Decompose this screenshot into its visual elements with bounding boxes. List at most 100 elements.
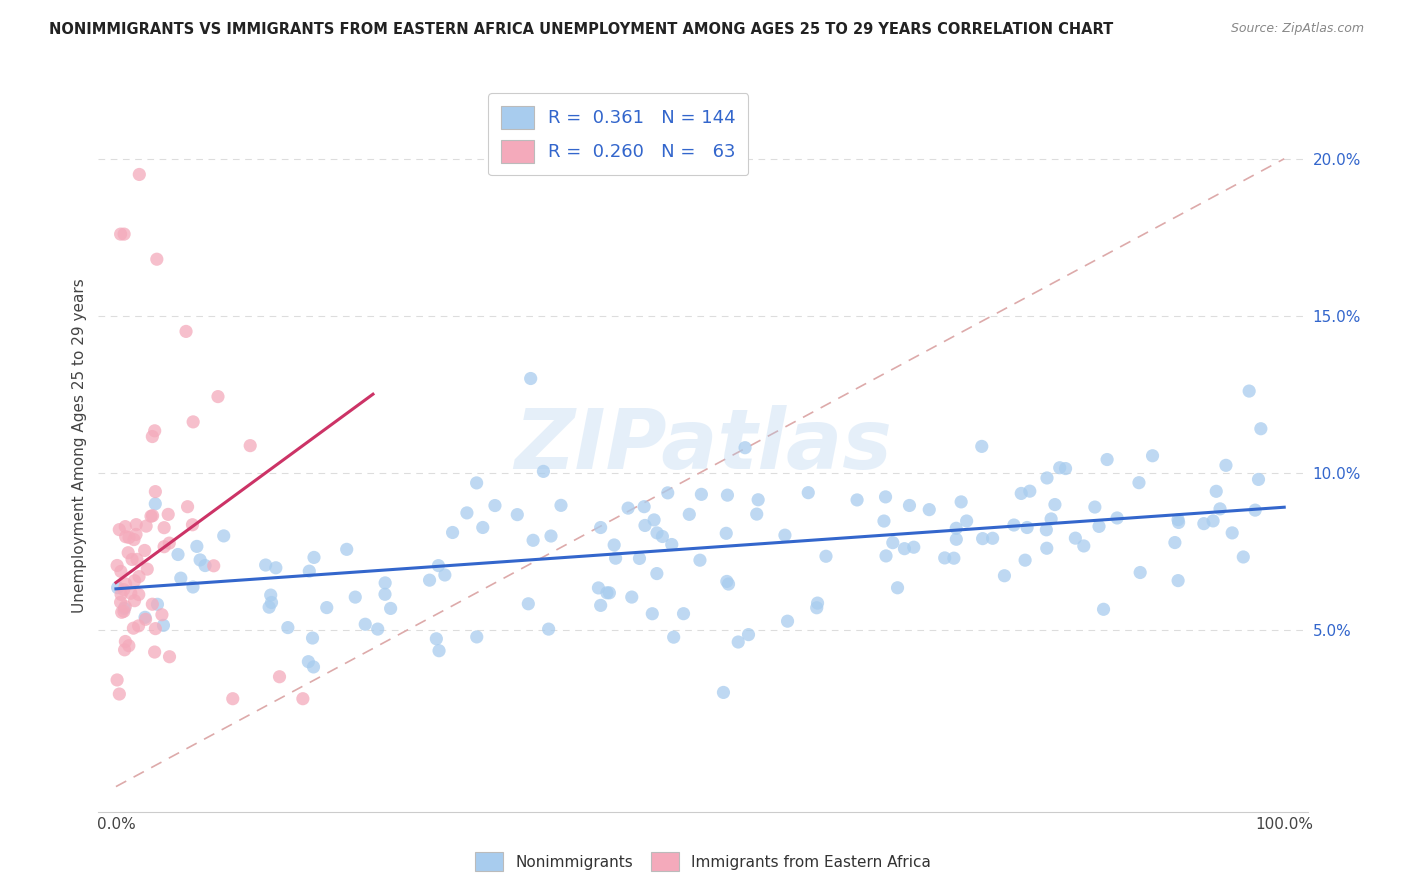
Point <box>690 487 713 501</box>
Point <box>157 536 180 550</box>
Point <box>143 424 166 438</box>
Point <box>122 621 145 635</box>
Legend: R =  0.361   N = 144, R =  0.260   N =   63: R = 0.361 N = 144, R = 0.260 N = 63 <box>488 93 748 176</box>
Point <box>898 499 921 513</box>
Point <box>1040 512 1063 526</box>
Point <box>1036 541 1059 556</box>
Point <box>1014 553 1036 567</box>
Point <box>1232 549 1254 564</box>
Point <box>672 607 695 621</box>
Point <box>141 429 163 443</box>
Point <box>617 501 640 516</box>
Point <box>589 520 612 534</box>
Point <box>108 523 131 537</box>
Point <box>105 673 128 687</box>
Point <box>344 590 367 604</box>
Point <box>1192 516 1215 531</box>
Point <box>176 500 198 514</box>
Point <box>425 632 447 646</box>
Y-axis label: Unemployment Among Ages 25 to 29 years: Unemployment Among Ages 25 to 29 years <box>72 278 87 614</box>
Point <box>110 587 132 601</box>
Point <box>301 631 323 645</box>
Point <box>934 550 956 565</box>
Point <box>114 530 136 544</box>
Point <box>124 574 146 588</box>
Point <box>806 596 828 610</box>
Point <box>1054 461 1077 475</box>
Text: Source: ZipAtlas.com: Source: ZipAtlas.com <box>1230 22 1364 36</box>
Point <box>1250 422 1272 436</box>
Point <box>143 497 166 511</box>
Point <box>589 599 612 613</box>
Point <box>1010 486 1032 500</box>
Point <box>1142 449 1164 463</box>
Point <box>717 577 740 591</box>
Point <box>620 590 643 604</box>
Point <box>112 601 135 615</box>
Point <box>1107 511 1129 525</box>
Point <box>1036 471 1059 485</box>
Point <box>291 691 314 706</box>
Point <box>797 485 820 500</box>
Point <box>135 612 157 626</box>
Point <box>734 441 756 455</box>
Point <box>1092 602 1115 616</box>
Point <box>441 525 464 540</box>
Point <box>367 622 389 636</box>
Point <box>747 492 769 507</box>
Point <box>128 168 150 182</box>
Point <box>157 508 180 522</box>
Point <box>1237 384 1260 398</box>
Point <box>128 569 150 583</box>
Point <box>972 532 994 546</box>
Point <box>136 562 159 576</box>
Point <box>153 521 176 535</box>
Point <box>118 639 141 653</box>
Point <box>628 551 651 566</box>
Point <box>1220 525 1243 540</box>
Point <box>773 528 796 542</box>
Point <box>643 513 665 527</box>
Point <box>1084 500 1107 514</box>
Point <box>112 604 135 618</box>
Point <box>633 500 655 514</box>
Point <box>661 537 683 551</box>
Point <box>336 542 359 557</box>
Point <box>662 630 685 644</box>
Point <box>139 509 162 524</box>
Point <box>354 617 377 632</box>
Point <box>170 571 193 585</box>
Point <box>135 519 157 533</box>
Point <box>970 439 993 453</box>
Point <box>153 540 176 554</box>
Point <box>651 529 673 543</box>
Point <box>269 670 291 684</box>
Point <box>128 587 150 601</box>
Point <box>814 549 837 564</box>
Point <box>302 660 325 674</box>
Point <box>181 415 204 429</box>
Point <box>427 558 450 573</box>
Point <box>603 538 626 552</box>
Point <box>456 506 478 520</box>
Point <box>186 540 208 554</box>
Point <box>875 490 897 504</box>
Point <box>315 600 337 615</box>
Point <box>239 439 262 453</box>
Point <box>107 581 129 595</box>
Point <box>875 549 897 563</box>
Point <box>167 548 190 562</box>
Point <box>522 533 544 548</box>
Point <box>108 687 131 701</box>
Point <box>950 495 973 509</box>
Point <box>277 621 299 635</box>
Point <box>1167 513 1189 527</box>
Point <box>264 561 287 575</box>
Point <box>1164 535 1187 549</box>
Point <box>114 577 136 591</box>
Point <box>1017 520 1039 534</box>
Point <box>689 553 711 567</box>
Point <box>945 533 967 547</box>
Point <box>537 622 560 636</box>
Point <box>117 546 139 560</box>
